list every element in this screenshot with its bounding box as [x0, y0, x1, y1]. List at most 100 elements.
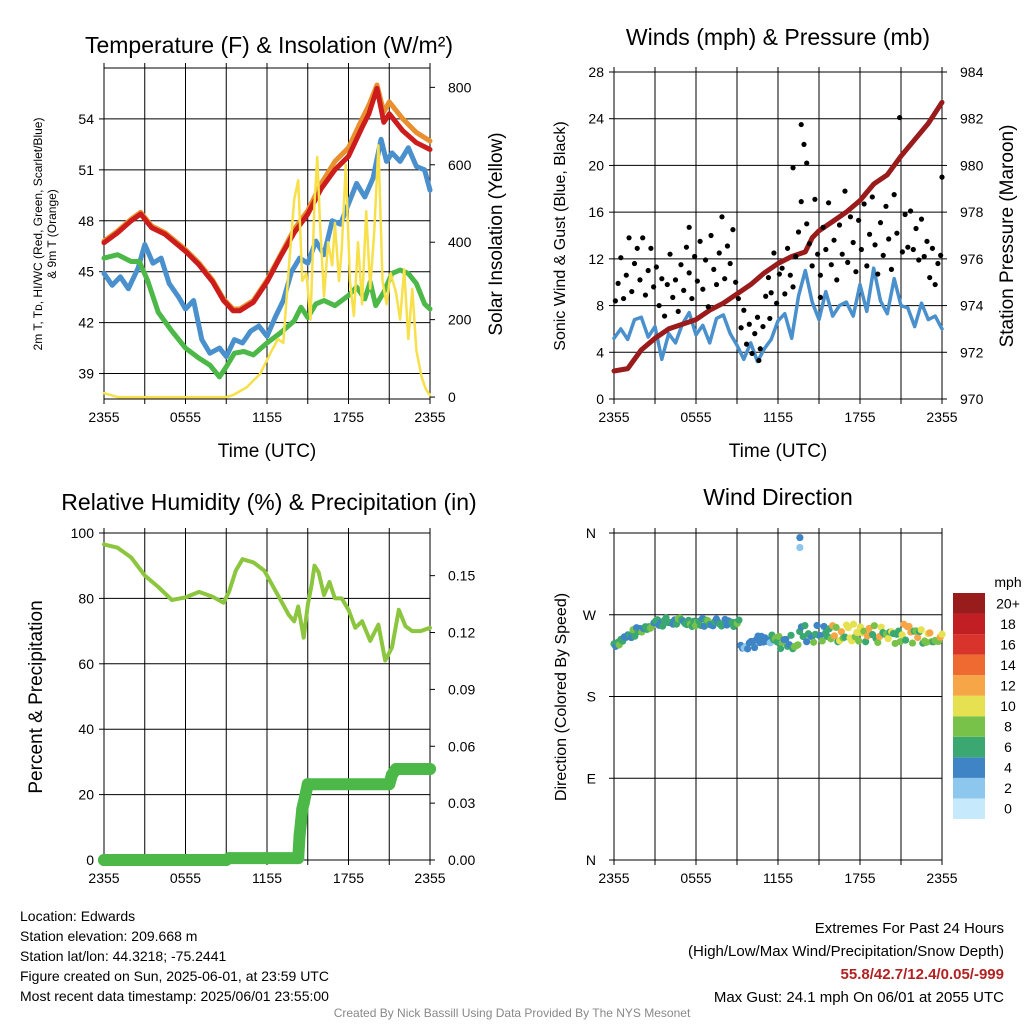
wind-gust-dot [648, 245, 654, 251]
temp-xtick-label: 0555 [170, 409, 201, 425]
wdir-point [905, 622, 913, 631]
temp-series-1 [101, 85, 433, 314]
rh-ytick-label-left: 80 [78, 590, 94, 606]
wind-gust-dot [651, 284, 657, 290]
wind-gust-dot [724, 243, 731, 249]
wind-xlabel: Time (UTC) [729, 441, 828, 462]
colorbar-swatch [953, 695, 985, 717]
wind-gust-dot [806, 241, 813, 247]
extremes-info: Extremes For Past 24 Hours (High/Low/Max… [688, 917, 1004, 1009]
wind-gust-dot [733, 279, 739, 285]
wdir-point [870, 622, 878, 630]
wind-xtick-label: 1155 [763, 409, 793, 425]
rh-ytick-label-left: 20 [78, 787, 94, 803]
colorbar-swatch [953, 613, 985, 635]
rh-precip-dot [222, 852, 235, 865]
colorbar-label: 10 [1000, 698, 1016, 714]
wind-gust-dot [681, 287, 687, 293]
wind-gust-dot [752, 331, 758, 337]
wind-gust-dot [779, 265, 785, 271]
wind-gust-dot [886, 236, 892, 242]
colorbar-label: 8 [1004, 719, 1012, 735]
wind-gust-dot [836, 222, 843, 228]
rh-precip-dot [301, 778, 314, 791]
wind-gust-dot [790, 165, 796, 171]
wind-gust-dot [716, 250, 722, 256]
colorbar-label: 0 [1004, 801, 1012, 817]
rh-precip-dot [390, 763, 403, 776]
wind-ytick-label-left: 4 [596, 344, 604, 360]
wind-gust-dot [653, 264, 659, 270]
wind-gust-dot [795, 229, 802, 235]
temp-series-2 [101, 136, 433, 360]
rh-ytick-label-right: 0.06 [448, 738, 475, 754]
wind-gust-dot [768, 290, 774, 296]
wind-gust-dot [929, 245, 936, 251]
wind-gust-dot [735, 295, 741, 302]
wind-gust-dot [787, 272, 793, 278]
rh-xtick-label: 1155 [252, 870, 282, 886]
wind-gust-dot [804, 221, 810, 227]
rh-precip-dot [297, 797, 310, 810]
wind-gust-dot [756, 357, 762, 364]
temp-xtick-label: 2355 [88, 409, 119, 425]
temp-ytick-label-right: 800 [448, 79, 472, 95]
wind-gust-dot [927, 274, 933, 281]
wind-gust-dot [765, 274, 772, 281]
wind-gust-dot [798, 121, 804, 128]
wind-ytick-label-left: 20 [588, 157, 604, 173]
wind-ytick-label-left: 12 [588, 251, 604, 267]
wind-ytick-label-right: 976 [960, 251, 984, 267]
temp-ytick-label-right: 200 [448, 312, 472, 328]
wind-gust-dot [656, 302, 662, 309]
wdir-ytick-label: N [586, 852, 596, 868]
temp-ytick-label-right: 0 [448, 389, 456, 405]
temp-title: Temperature (F) & Insolation (W/m²) [85, 32, 453, 58]
temp-ytick-label-left: 39 [78, 366, 94, 382]
wdir-point [853, 628, 861, 636]
temp-ytick-label-left: 51 [78, 162, 94, 178]
colorbar-swatch [953, 757, 985, 778]
extremes-values: 55.8/42.7/12.4/0.05/-999 [840, 966, 1004, 983]
wind-gust-dot [722, 276, 728, 282]
wind-gust-dot [905, 244, 911, 250]
colorbar-swatch [953, 736, 985, 758]
wind-gust-dot [845, 259, 851, 265]
wind-gust-dot [771, 250, 777, 256]
wind-gust-dot [642, 292, 649, 298]
wind-ytick-label-right: 984 [960, 64, 984, 80]
wind-ylabel-left: Sonic Wind & Gust (Blue, Black) [552, 121, 569, 350]
wind-gust-dot [694, 278, 700, 284]
wind-gust-dot [850, 239, 856, 246]
temp-ylabel-right: Solar Insolation (Yellow) [486, 132, 507, 335]
wdir-point [849, 620, 858, 628]
wind-gust-dot [708, 232, 714, 239]
wind-gust-dot [626, 235, 632, 241]
recent-data-text: Most recent data timestamp: 2025/06/01 2… [20, 988, 329, 1004]
wind-gust-dot [672, 277, 679, 283]
wind-gust-dot [692, 253, 698, 260]
wind-gust-dot [894, 230, 900, 236]
temp-ytick-label-right: 600 [448, 157, 472, 173]
wdir-point [832, 623, 840, 632]
temp-series-4 [102, 144, 432, 399]
wdir-point [898, 631, 906, 639]
wdir-ytick-label: W [583, 607, 597, 623]
wind-gust-dot [746, 321, 752, 327]
wind-gust-dot [798, 199, 804, 205]
temp-ytick-label-left: 42 [78, 315, 94, 331]
rh-xtick-label: 1755 [333, 870, 364, 886]
wind-gust-dot [864, 263, 870, 269]
wdir-point [773, 638, 781, 646]
wind-gust-dot [842, 188, 848, 194]
wind-gust-dot [891, 192, 897, 198]
wind-gust-dot [767, 315, 773, 322]
wind-gust-dot [683, 244, 690, 250]
wind-ytick-label-left: 0 [596, 391, 604, 407]
wdir-point [796, 543, 804, 552]
wind-gust-dot [921, 253, 927, 260]
wind-ytick-label-left: 8 [596, 298, 604, 314]
wind-gust-dot [872, 242, 878, 248]
wdir-point [874, 638, 882, 647]
wdir-point [901, 636, 910, 644]
